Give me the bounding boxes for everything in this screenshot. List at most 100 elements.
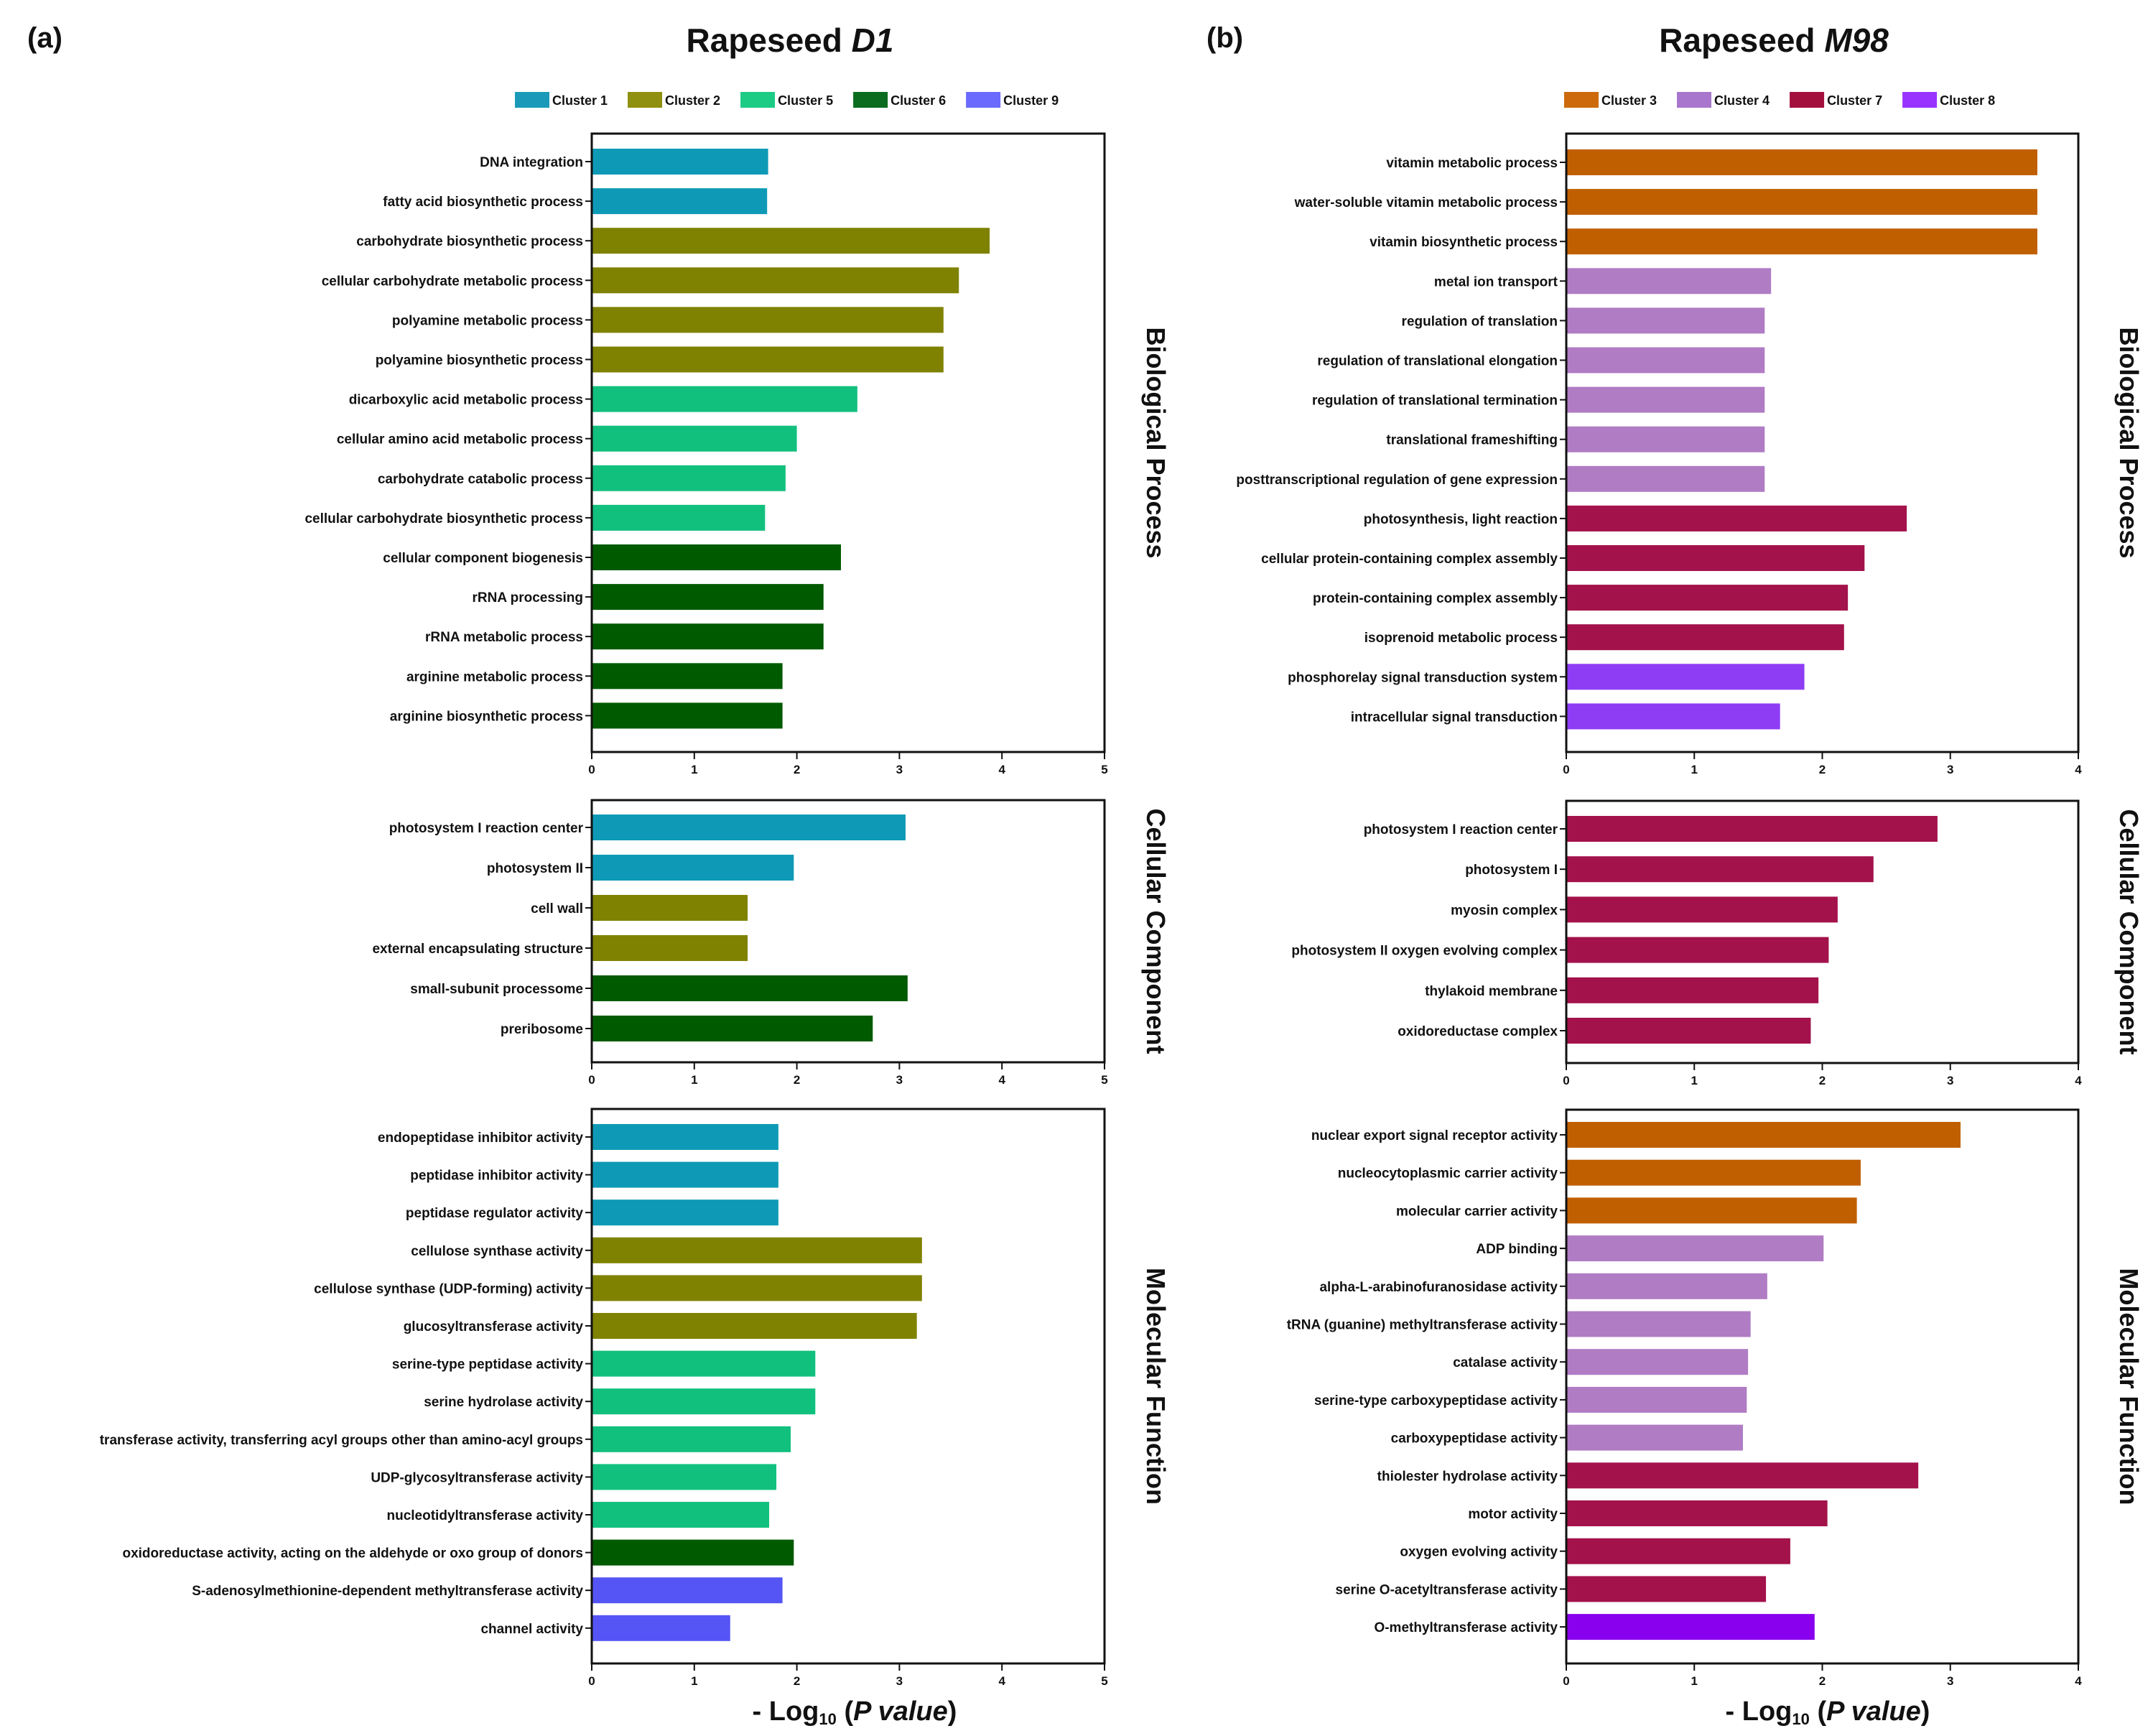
panel-b-molecular-function-label-nucleocytoplasmic-carrier-activity: nucleocytoplasmic carrier activity (1338, 1166, 1558, 1182)
panel-a-molecular-function-bar-cellulose-synthase-activity (592, 1237, 922, 1263)
panel-a-legend-label-cluster-6: Cluster 6 (891, 93, 946, 108)
panel-b-biological-process-bar-protein-containing-complex-assembly (1566, 585, 1849, 611)
panel-a-legend-swatch-cluster-1 (515, 92, 549, 108)
panel-b-legend-label-cluster-4: Cluster 4 (1714, 93, 1770, 108)
panel-b-biological-process-xtick-label-1: 1 (1691, 763, 1698, 776)
panel-a-cellular-component-xtick-label-1: 1 (691, 1073, 697, 1087)
panel-b-molecular-function-xtick-label-2: 2 (1819, 1674, 1826, 1688)
panel-b-molecular-function-label-nuclear-export-signal-receptor-activity: nuclear export signal receptor activity (1311, 1128, 1558, 1143)
panel-b-cellular-component-xtick-label-4: 4 (2075, 1074, 2082, 1087)
panel-a-molecular-function-label-cellulose-synthase-udp-forming-activity: cellulose synthase (UDP-forming) activit… (314, 1281, 583, 1296)
panel-a-molecular-function-bar-channel-activity (592, 1615, 730, 1641)
panel-b-molecular-function-bar-adp-binding (1566, 1235, 1824, 1262)
panel-b-biological-process-label-phosphorelay-signal-transduction-system: phosphorelay signal transduction system (1288, 670, 1558, 685)
panel-b-cellular-component-bar-photosystem-i (1566, 856, 1874, 883)
panel-a-cellular-component-xtick-label-0: 0 (588, 1073, 595, 1087)
panel-b-molecular-function-bar-nucleocytoplasmic-carrier-activity (1566, 1159, 1861, 1186)
panel-b-molecular-function-label-motor-activity: motor activity (1468, 1507, 1558, 1522)
panel-b-biological-process-bar-cellular-protein-containing-complex-assembly (1566, 545, 1865, 571)
panel-a-cellular-component-label-cell-wall: cell wall (531, 901, 583, 916)
panel-b-title-italic: M98 (1824, 22, 1889, 59)
panel-b-molecular-function-bar-carboxypeptidase-activity (1566, 1424, 1743, 1451)
panel-a-cellular-component-bar-small-subunit-processome (592, 975, 908, 1001)
panel-b-biological-process-bar-water-soluble-vitamin-metabolic-process (1566, 189, 2037, 215)
panel-a-biological-process-label-rrna-processing: rRNA processing (473, 590, 584, 605)
panel-b-molecular-function-label-thiolester-hydrolase-activity: thiolester hydrolase activity (1377, 1469, 1558, 1484)
panel-a-legend-swatch-cluster-9 (966, 92, 1001, 108)
panel-a-molecular-function-bar-s-adenosylmethionine-dependent-methyltransferase-activity (592, 1577, 783, 1604)
panel-b-molecular-function-bar-serine-o-acetyltransferase-activity (1566, 1576, 1767, 1602)
panel-b-xaxis-label-paren-close: ) (1921, 1696, 1930, 1727)
panel-a-biological-process-bar-dna-integration (592, 149, 768, 175)
panel-a-molecular-function-label-s-adenosylmethionine-dependent-methyltransferase-activity: S-adenosylmethionine-dependent methyltra… (192, 1584, 583, 1599)
panel-a-molecular-function-label-glucosyltransferase-activity: glucosyltransferase activity (404, 1319, 584, 1335)
panel-a-biological-process-xtick-label-5: 5 (1101, 763, 1107, 776)
panel-a-title: Rapeseed D1 (687, 22, 894, 59)
panel-a-molecular-function-bar-udp-glycosyltransferase-activity (592, 1464, 777, 1490)
panel-a-biological-process-xtick-label-4: 4 (998, 763, 1005, 776)
panel-b-biological-process-xtick-label-0: 0 (1563, 763, 1569, 776)
panel-b-biological-process-xtick-label-2: 2 (1819, 763, 1826, 776)
panel-a-molecular-function-bar-serine-type-peptidase-activity (592, 1350, 816, 1377)
panel-a-biological-process-bar-rrna-metabolic-process (592, 623, 824, 650)
panel-b-cellular-component-bar-photosystem-i-reaction-center (1566, 816, 1938, 842)
panel-b-cellular-component-xtick-label-0: 0 (1563, 1074, 1569, 1087)
panel-b-xaxis-label-italic: P value (1826, 1696, 1921, 1727)
panel-a-cellular-component-bar-photosystem-ii (592, 855, 794, 881)
panel-b-molecular-function-xtick-label-3: 3 (1947, 1674, 1953, 1688)
panel-a-molecular-function-label-serine-type-peptidase-activity: serine-type peptidase activity (392, 1357, 584, 1373)
panel-a-biological-process-bar-polyamine-metabolic-process (592, 307, 944, 333)
panel-a-cellular-component-label-photosystem-ii: photosystem II (487, 861, 583, 876)
panel-b-cellular-component-label-thylakoid-membrane: thylakoid membrane (1425, 984, 1558, 999)
panel-a-molecular-function-xtick-label-3: 3 (896, 1674, 903, 1688)
panel-b-xaxis-label: - Log10 (P value) (1726, 1696, 1930, 1728)
panel-a-cellular-component-frame (590, 799, 1106, 1064)
panel-b-biological-process-bar-vitamin-metabolic-process (1566, 149, 2037, 175)
panel-a-biological-process-label-carbohydrate-biosynthetic-process: carbohydrate biosynthetic process (356, 234, 583, 249)
panel-a-cellular-component-xtick-label-4: 4 (998, 1073, 1005, 1087)
panel-b-biological-process-xtick-label-3: 3 (1947, 763, 1953, 776)
panel-b-molecular-function-bar-catalase-activity (1566, 1349, 1749, 1375)
panel-a-molecular-function-frame (590, 1108, 1106, 1665)
panel-b-biological-process-bar-regulation-of-translational-elongation (1566, 347, 1765, 373)
panel-a-biological-process-xtick-label-1: 1 (691, 763, 697, 776)
panel-a-cellular-component-label-photosystem-i-reaction-center: photosystem I reaction center (389, 821, 584, 836)
panel-b-legend-label-cluster-7: Cluster 7 (1827, 93, 1882, 108)
panel-a-xaxis-label-subscript: 10 (819, 1710, 836, 1728)
panel-b-biological-process-label-posttranscriptional-regulation-of-gene-expression: posttranscriptional regulation of gene e… (1236, 473, 1558, 488)
panel-a-cellular-component-bar-photosystem-i-reaction-center (592, 814, 906, 840)
panel-a-biological-process-label-arginine-biosynthetic-process: arginine biosynthetic process (390, 709, 583, 724)
panel-a-legend-swatch-cluster-2 (628, 92, 663, 108)
panel-b-cellular-component-category-label: Cellular Component (2114, 809, 2144, 1054)
panel-a-molecular-function-label-cellulose-synthase-activity: cellulose synthase activity (411, 1244, 583, 1259)
panel-a-molecular-function-xtick-label-0: 0 (588, 1674, 595, 1688)
panel-a-cellular-component-label-preribosome: preribosome (501, 1022, 583, 1037)
panel-b-cellular-component-bar-thylakoid-membrane (1566, 977, 1819, 1003)
panel-a-biological-process-xtick-label-3: 3 (896, 763, 903, 776)
panel-a-biological-process-bar-cellular-amino-acid-metabolic-process (592, 425, 797, 452)
panel-a-molecular-function-bar-cellulose-synthase-udp-forming-activity (592, 1275, 922, 1301)
panel-b-molecular-function-bar-motor-activity (1566, 1500, 1828, 1526)
panel-b-legend-label-cluster-3: Cluster 3 (1601, 93, 1657, 108)
panel-a-biological-process-bar-cellular-component-biogenesis (592, 544, 842, 570)
panel-a-cellular-component-label-external-encapsulating-structure: external encapsulating structure (372, 942, 583, 957)
panel-b-biological-process-label-protein-containing-complex-assembly: protein-containing complex assembly (1313, 591, 1558, 606)
panel-a-legend-label-cluster-2: Cluster 2 (665, 93, 720, 108)
panel-a-biological-process-bar-fatty-acid-biosynthetic-process (592, 188, 768, 215)
panel-b-molecular-function-xtick-label-0: 0 (1563, 1674, 1569, 1688)
panel-b-xaxis-label-subscript: 10 (1792, 1710, 1809, 1728)
panel-a-molecular-function-bar-glucosyltransferase-activity (592, 1313, 917, 1339)
panel-b-biological-process-label-photosynthesis-light-reaction: photosynthesis, light reaction (1364, 512, 1558, 527)
panel-b-biological-process-label-regulation-of-translational-termination: regulation of translational termination (1312, 394, 1558, 409)
panel-a-legend-label-cluster-5: Cluster 5 (778, 93, 833, 108)
panel-a-biological-process-label-dicarboxylic-acid-metabolic-process: dicarboxylic acid metabolic process (349, 393, 583, 408)
panel-b-letter: (b) (1206, 22, 1243, 54)
panel-b-biological-process-bar-regulation-of-translation (1566, 307, 1765, 334)
panel-b-molecular-function-xtick-label-1: 1 (1691, 1674, 1698, 1688)
panel-a-biological-process-bar-rrna-processing (592, 584, 824, 611)
panel-a-biological-process-label-cellular-component-biogenesis: cellular component biogenesis (383, 551, 583, 566)
panel-a-cellular-component-category-label: Cellular Component (1141, 808, 1171, 1054)
panel-b-cellular-component-xtick-label-3: 3 (1947, 1074, 1953, 1087)
panel-b-xaxis-label-paren-open: ( (1810, 1696, 1827, 1727)
panel-b-molecular-function-bar-serine-type-carboxypeptidase-activity (1566, 1386, 1747, 1413)
